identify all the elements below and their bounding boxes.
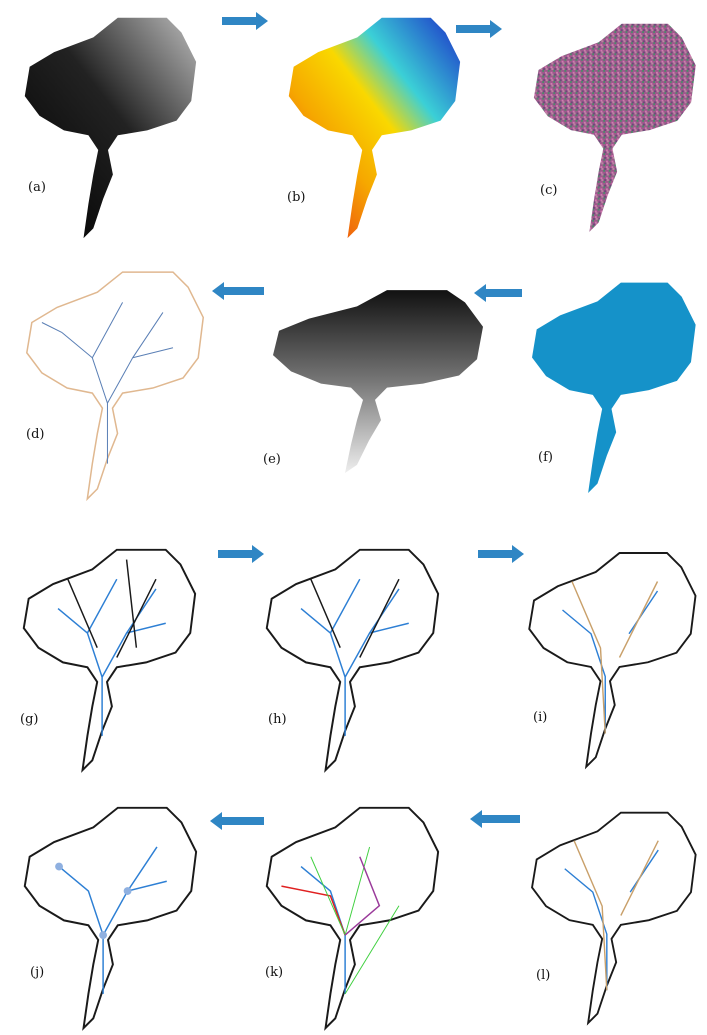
streams-subbasins-map <box>22 548 197 772</box>
routing-connections-map <box>265 806 440 1030</box>
flow-direction-map <box>533 23 696 232</box>
final-routing-map <box>531 811 697 1024</box>
panel-k: (k) <box>245 798 455 1033</box>
streams-outlets-map <box>23 806 198 1030</box>
panel-d-stream-network: (d) <box>10 262 215 504</box>
panel-g: (g) <box>8 540 206 775</box>
panel-label: (i) <box>533 710 548 725</box>
panel-label: (b) <box>287 190 306 205</box>
panel-c-flow-direction: (c) <box>520 8 705 243</box>
panel-h: (h) <box>250 540 450 775</box>
arrow-left-icon <box>212 282 264 300</box>
stream-network-map <box>26 271 205 500</box>
panel-label: (f) <box>538 450 553 465</box>
arrow-left-icon <box>210 812 264 830</box>
elevation-heatmap <box>288 17 461 239</box>
arrow-left-icon <box>474 284 522 302</box>
panel-label: (e) <box>263 452 281 467</box>
panel-a-dem: (a) <box>8 8 208 243</box>
dem-grayscale-map <box>24 17 197 239</box>
subbasin-gray-map <box>273 290 483 473</box>
panel-label: (g) <box>20 712 39 727</box>
streams-subbasins-map <box>265 548 440 772</box>
panel-label: (k) <box>265 965 284 980</box>
panel-f-basin-mask: (f) <box>518 268 705 503</box>
panel-e-subbasins: (e) <box>255 282 495 477</box>
panel-j: (j) <box>8 798 208 1033</box>
basin-mask-map <box>532 282 696 494</box>
panel-label: (j) <box>30 965 45 980</box>
arrow-right-icon <box>218 545 264 563</box>
arrow-right-icon <box>456 20 502 38</box>
panel-label: (l) <box>536 968 551 983</box>
panel-label: (c) <box>540 183 558 198</box>
streams-routes-map <box>528 552 697 768</box>
panel-label: (d) <box>26 427 45 442</box>
panel-l: (l) <box>518 798 705 1033</box>
panel-label: (h) <box>268 712 287 727</box>
panel-i: (i) <box>515 540 705 775</box>
arrow-right-icon <box>478 545 524 563</box>
panel-b-elevation: (b) <box>272 8 472 243</box>
panel-label: (a) <box>28 180 46 195</box>
arrow-left-icon <box>470 810 520 828</box>
arrow-right-icon <box>222 12 268 30</box>
